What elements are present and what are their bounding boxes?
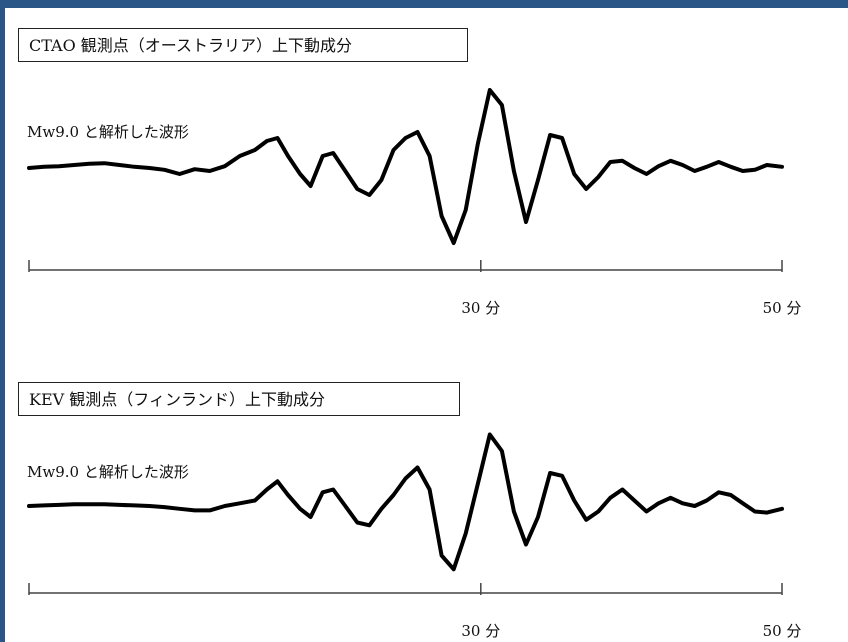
chart-title: CTAO 観測点（オーストラリア）上下動成分: [18, 28, 468, 62]
series-label: Mw9.0 と解析した波形: [27, 463, 189, 481]
panel-kev: KEV 観測点（フィンランド）上下動成分 Mw9.0 と解析した波形 30 分 5…: [5, 328, 848, 642]
tick-label: 30 分: [461, 299, 500, 317]
waveform-plot-ctao: 30 分 50 分: [27, 88, 802, 317]
waveform-line: [27, 88, 784, 245]
panel-ctao: CTAO 観測点（オーストラリア）上下動成分 Mw9.0 と解析した波形 30 …: [5, 8, 848, 328]
waveform-plot-kev: 30 分 50 分: [27, 432, 802, 640]
chart-title: KEV 観測点（フィンランド）上下動成分: [18, 382, 460, 416]
figure-frame: CTAO 観測点（オーストラリア）上下動成分 Mw9.0 と解析した波形 30 …: [5, 8, 848, 642]
waveform-line: [27, 432, 784, 572]
tick-label: 50 分: [763, 299, 802, 317]
series-label: Mw9.0 と解析した波形: [27, 123, 189, 141]
tick-label: 50 分: [763, 622, 802, 640]
tick-label: 30 分: [461, 622, 500, 640]
